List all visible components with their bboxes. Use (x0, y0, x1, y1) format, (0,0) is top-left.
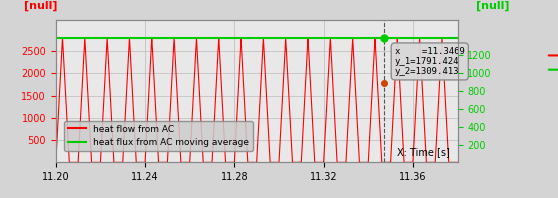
Text: [null]: [null] (23, 0, 57, 11)
Text: [null]: [null] (477, 0, 510, 11)
Text: x    =11.3469
y_1=1791.424
y_2=1309.413: x =11.3469 y_1=1791.424 y_2=1309.413 (395, 47, 465, 76)
Text: X: Time [s]: X: Time [s] (397, 147, 450, 157)
Legend: heat flow from AC, heat flux from AC moving average: heat flow from AC, heat flux from AC mov… (64, 121, 253, 151)
